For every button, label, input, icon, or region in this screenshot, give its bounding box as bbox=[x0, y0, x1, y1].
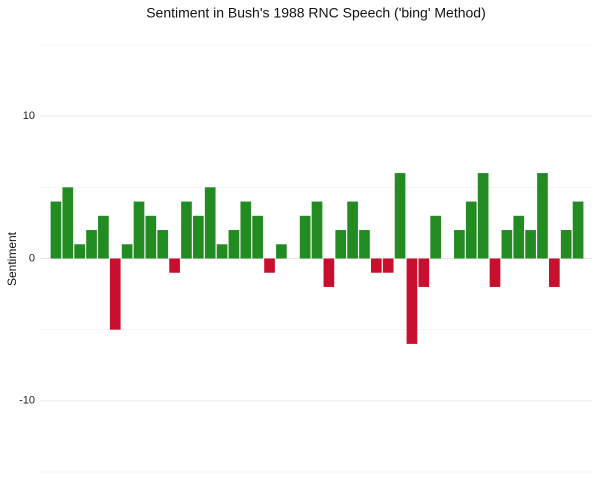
bar bbox=[121, 244, 133, 259]
bar bbox=[276, 244, 287, 259]
bar bbox=[204, 187, 216, 259]
bar bbox=[133, 201, 145, 259]
bar bbox=[406, 258, 418, 344]
bar bbox=[169, 258, 180, 273]
bar bbox=[382, 258, 394, 273]
bar bbox=[240, 201, 252, 259]
bar bbox=[299, 215, 311, 259]
bar bbox=[418, 258, 430, 287]
bar bbox=[347, 201, 358, 259]
bar bbox=[548, 258, 560, 287]
bar bbox=[525, 230, 536, 259]
bar bbox=[216, 244, 228, 259]
bar bbox=[394, 173, 406, 259]
bar bbox=[489, 258, 501, 287]
bar bbox=[192, 215, 204, 259]
bar bbox=[86, 230, 97, 259]
bar bbox=[50, 201, 62, 259]
bar bbox=[537, 173, 548, 259]
bar bbox=[62, 187, 74, 259]
y-tick-label: -10 bbox=[19, 395, 35, 407]
bar bbox=[335, 230, 347, 259]
bar bbox=[252, 215, 264, 259]
bar bbox=[454, 230, 465, 259]
bar bbox=[109, 258, 121, 330]
bar bbox=[323, 258, 335, 287]
bar bbox=[264, 258, 275, 273]
bar bbox=[430, 215, 442, 259]
bar bbox=[181, 201, 192, 259]
bar bbox=[560, 230, 572, 259]
bar bbox=[74, 244, 86, 259]
bar bbox=[513, 215, 525, 259]
bar bbox=[359, 230, 370, 259]
bar bbox=[572, 201, 584, 259]
bar bbox=[98, 215, 109, 259]
bar bbox=[370, 258, 382, 273]
y-tick-label: 10 bbox=[23, 110, 35, 122]
bar bbox=[311, 201, 323, 259]
y-tick-label: 0 bbox=[29, 252, 35, 264]
bar bbox=[157, 230, 169, 259]
bar bbox=[145, 215, 157, 259]
bar bbox=[465, 201, 477, 259]
y-axis-label: Sentiment bbox=[5, 231, 19, 286]
bar bbox=[477, 173, 489, 259]
bar bbox=[501, 230, 513, 259]
bar bbox=[228, 230, 240, 259]
chart-title: Sentiment in Bush's 1988 RNC Speech ('bi… bbox=[146, 5, 486, 21]
